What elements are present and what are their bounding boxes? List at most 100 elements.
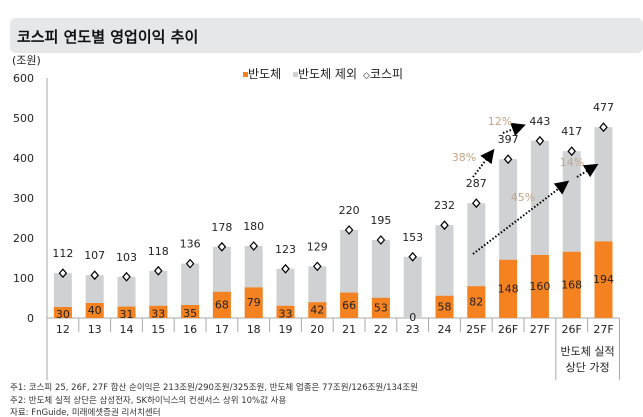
data-label-kospi: 220: [339, 204, 360, 217]
bar-semi: [594, 241, 613, 318]
data-label-kospi: 103: [116, 251, 137, 264]
x-tick-label: 19: [279, 323, 293, 336]
bar-semi: [435, 295, 454, 318]
data-label-semi: 82: [469, 296, 483, 309]
kospi-marker: [376, 235, 386, 245]
y-tick-label: 600: [13, 72, 34, 85]
x-tick-label: 23: [406, 323, 420, 336]
data-label-kospi: 232: [434, 199, 455, 212]
x-tick-label: 20: [310, 323, 324, 336]
x-tick-label: 26F: [498, 323, 518, 336]
data-label-kospi: 153: [402, 231, 423, 244]
data-label-kospi: 112: [52, 247, 73, 260]
x-tick-label: 12: [56, 323, 70, 336]
bar-non-semi: [403, 256, 422, 318]
legend-kospi: ◇코스피: [363, 65, 403, 82]
y-unit: (조원): [12, 54, 41, 67]
legend-label: 반도체 제외: [298, 67, 358, 81]
bar-semi: [212, 291, 231, 318]
bar-non-semi: [276, 268, 295, 318]
data-label-kospi: 397: [498, 133, 519, 146]
bar-semi: [467, 286, 486, 318]
legend-swatch-semi: [243, 72, 248, 77]
kospi-marker: [503, 154, 513, 165]
x-tick-label: 13: [88, 323, 102, 336]
growth-arrow: [576, 163, 599, 178]
bar-semi: [340, 292, 359, 318]
data-label-kospi: 287: [466, 177, 487, 190]
data-label-kospi: 118: [148, 245, 169, 258]
growth-label: 12%: [488, 115, 512, 128]
bar-semi: [181, 305, 200, 318]
bar-semi: [371, 297, 390, 318]
kospi-marker: [313, 261, 322, 272]
x-tick-label: 18: [247, 323, 261, 336]
y-tick-label: 300: [13, 192, 34, 205]
kospi-marker: [567, 146, 576, 157]
kospi-marker: [535, 135, 545, 146]
legend-non-semi: 반도체 제외: [293, 65, 357, 82]
title-bar: 코스피 연도별 영업이익 추이: [10, 18, 643, 53]
note-1: 주1: 코스피 25, 26F, 27F 합산 순이익은 213조원/290조원…: [10, 383, 418, 393]
data-label-semi: 68: [215, 298, 229, 311]
chart-title: 코스피 연도별 영업이익 추이: [17, 28, 199, 46]
data-label-kospi: 178: [211, 221, 232, 234]
kospi-marker: [599, 122, 608, 133]
data-label-semi: 31: [120, 308, 134, 321]
bar-non-semi: [53, 273, 72, 318]
growth-label: 14%: [560, 156, 584, 169]
data-label-semi: 58: [438, 300, 452, 313]
bar-semi: [149, 305, 168, 318]
data-label-semi: 40: [88, 304, 102, 317]
legend-semi: 반도체: [243, 65, 281, 82]
data-label-kospi: 136: [180, 238, 201, 251]
growth-label: 38%: [452, 151, 476, 164]
kospi-marker: [154, 265, 163, 276]
growth-label: 45%: [511, 191, 535, 204]
bar-semi: [562, 251, 581, 318]
data-label-semi: 53: [374, 301, 388, 314]
data-label-semi: 168: [561, 278, 582, 291]
x-tick-label: 14: [120, 323, 134, 336]
x-tick-label: 22: [374, 323, 388, 336]
x-tick-label: 21: [342, 323, 356, 336]
x-tick-label: 27F: [530, 323, 550, 336]
bar-semi: [244, 287, 263, 318]
legend-label: 반도체: [248, 67, 282, 81]
kospi-marker: [344, 225, 354, 235]
bar-non-semi: [435, 225, 454, 318]
data-label-kospi: 417: [561, 125, 582, 138]
data-label-semi: 30: [56, 308, 70, 321]
bar-semi: [308, 302, 327, 318]
x-tick-label: 27F: [593, 323, 613, 336]
data-label-semi: 42: [310, 304, 324, 317]
x-tick-label: 17: [215, 323, 229, 336]
diamond-icon: ◇: [363, 71, 370, 81]
kospi-marker: [122, 271, 131, 282]
data-label-semi: 66: [342, 299, 356, 312]
kospi-marker: [90, 270, 99, 281]
kospi-marker: [58, 268, 68, 279]
data-label-kospi: 107: [84, 249, 105, 262]
data-label-kospi: 195: [370, 214, 391, 227]
data-label-semi: 33: [279, 307, 293, 320]
data-label-kospi: 443: [529, 115, 550, 128]
y-tick-label: 200: [13, 232, 34, 245]
group-label: 반도체 실적: [561, 345, 615, 358]
data-label-kospi: 123: [275, 243, 296, 256]
data-label-kospi: 180: [243, 220, 264, 233]
data-label-kospi: 129: [307, 240, 328, 253]
y-tick-label: 400: [13, 152, 34, 165]
bar-semi: [499, 259, 518, 318]
bar-semi: [530, 255, 549, 318]
note-3: 자료: FnGuide, 미래에셋증권 리서치센터: [10, 408, 161, 417]
x-tick-label: 25F: [466, 323, 486, 336]
bar-semi: [53, 307, 72, 318]
bar-semi: [276, 305, 295, 318]
data-label-semi: 35: [183, 307, 197, 320]
y-tick-label: 500: [13, 112, 34, 125]
data-label-semi: 33: [151, 307, 165, 320]
y-tick-label: 100: [13, 272, 34, 285]
